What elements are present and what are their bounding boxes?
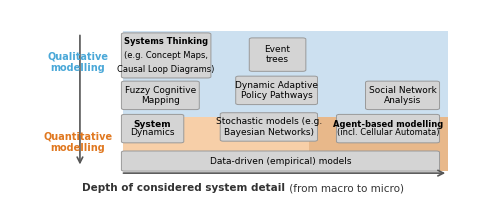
Text: Stochastic models (e.g.
Bayesian Networks): Stochastic models (e.g. Bayesian Network… [216, 117, 322, 137]
Text: System: System [134, 120, 172, 129]
Text: Data-driven (empirical) models: Data-driven (empirical) models [210, 157, 351, 165]
FancyBboxPatch shape [220, 113, 318, 141]
Bar [122, 31, 448, 117]
Bar [308, 117, 448, 171]
FancyBboxPatch shape [122, 81, 200, 110]
Text: (e.g. Concept Maps,: (e.g. Concept Maps, [124, 51, 208, 60]
FancyBboxPatch shape [122, 151, 440, 171]
Text: Agent-based modelling: Agent-based modelling [333, 120, 443, 129]
Text: Dynamics: Dynamics [130, 128, 175, 137]
Text: Causal Loop Diagrams): Causal Loop Diagrams) [118, 65, 215, 73]
Text: Depth of considered system detail: Depth of considered system detail [82, 183, 286, 193]
FancyBboxPatch shape [236, 76, 318, 105]
FancyBboxPatch shape [250, 38, 306, 71]
Text: Qualitative
modelling: Qualitative modelling [48, 52, 108, 73]
Text: Social Network
Analysis: Social Network Analysis [368, 86, 436, 105]
Text: Event
trees: Event trees [264, 45, 290, 64]
Text: Dynamic Adaptive
Policy Pathways: Dynamic Adaptive Policy Pathways [235, 81, 318, 100]
Text: (incl. Cellular Automata): (incl. Cellular Automata) [337, 128, 440, 137]
FancyBboxPatch shape [366, 81, 440, 110]
Bar [122, 117, 308, 171]
FancyBboxPatch shape [336, 114, 440, 143]
FancyBboxPatch shape [122, 33, 211, 78]
Text: Fuzzy Cognitive
Mapping: Fuzzy Cognitive Mapping [124, 86, 196, 105]
Text: (from macro to micro): (from macro to micro) [286, 183, 405, 193]
FancyBboxPatch shape [122, 114, 184, 143]
Text: Systems Thinking: Systems Thinking [124, 37, 208, 46]
Text: Quantitative
modelling: Quantitative modelling [44, 132, 112, 153]
